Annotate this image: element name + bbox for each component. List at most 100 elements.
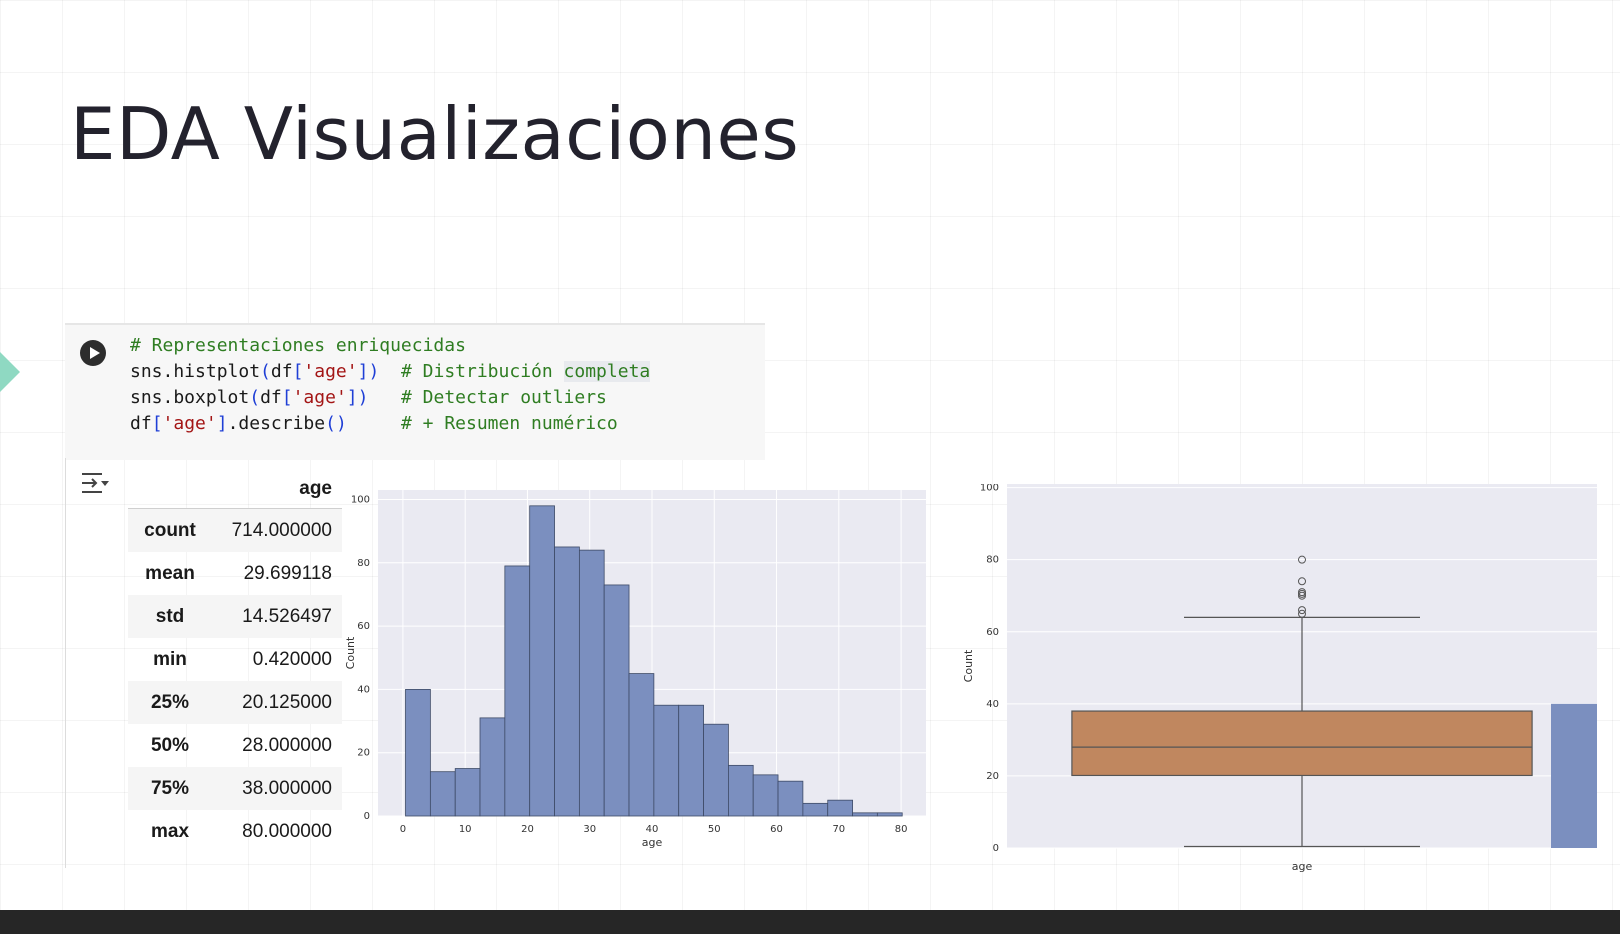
play-icon xyxy=(90,347,100,359)
code-token: 'age' xyxy=(303,361,358,382)
x-axis-label: age xyxy=(642,836,663,849)
code-line: df['age'].describe() # + Resumen numéric… xyxy=(130,411,650,437)
histogram-bar xyxy=(603,584,630,817)
code-token: # Representaciones enriquecidas xyxy=(130,335,466,356)
histogram-bar xyxy=(653,704,680,817)
histogram-bar xyxy=(678,704,704,817)
code-token: sns.boxplot xyxy=(130,387,250,408)
row-header-max: max xyxy=(150,820,190,842)
table-cell-value: 80.000000 xyxy=(242,820,332,842)
table-cell-value: 14.526497 xyxy=(212,595,342,638)
histogram-bar xyxy=(703,723,729,817)
outlier-point xyxy=(1298,577,1306,586)
histogram-bar xyxy=(802,802,829,817)
x-axis-label: age xyxy=(1292,860,1313,873)
histogram-bar xyxy=(777,780,804,817)
histogram-bar xyxy=(628,673,655,817)
code-token: completa xyxy=(563,361,651,382)
row-header-50pct: 50% xyxy=(150,734,190,756)
code-line: # Representaciones enriquecidas xyxy=(130,333,650,359)
y-axis-label: Count xyxy=(962,649,975,682)
table-cell-value: 28.000000 xyxy=(242,734,332,756)
code-editor[interactable]: # Representaciones enriquecidas sns.histp… xyxy=(130,333,651,437)
x-tick-label: 60 xyxy=(770,824,783,835)
y-tick-label: 100 xyxy=(980,484,999,494)
histogram-bar xyxy=(876,812,903,817)
x-tick-label: 30 xyxy=(583,824,596,835)
x-tick-label: 0 xyxy=(400,824,406,835)
y-tick-label: 60 xyxy=(357,621,370,632)
code-token: 'age' xyxy=(292,387,347,408)
table-row: std 14.526497 xyxy=(128,595,342,638)
y-tick-label: 80 xyxy=(986,555,999,566)
slide-title: EDA Visualizaciones xyxy=(70,92,800,176)
output-divider xyxy=(65,458,66,868)
output-toggle-icon[interactable] xyxy=(80,470,110,496)
table-row: count 714.000000 xyxy=(128,508,342,552)
y-tick-label: 60 xyxy=(986,627,999,638)
code-token: [ xyxy=(151,413,163,434)
outlier-point xyxy=(1298,588,1306,597)
outlier-point xyxy=(1298,606,1306,615)
y-tick-label: 40 xyxy=(357,684,370,695)
bottom-bar xyxy=(0,910,1620,934)
code-token: df xyxy=(260,387,282,408)
code-token: () xyxy=(325,413,347,434)
table-row: max 80.000000 xyxy=(128,810,342,853)
histogram-bar xyxy=(405,688,431,817)
code-token: [ xyxy=(292,361,304,382)
table-cell-value: 38.000000 xyxy=(212,767,342,810)
x-tick-label: 20 xyxy=(521,824,534,835)
histogram-bar xyxy=(504,565,531,817)
partial-histogram-bar xyxy=(1551,703,1597,848)
table-body: count 714.000000 mean 29.699118 std 14.526497… xyxy=(128,508,342,854)
table-corner xyxy=(128,472,212,509)
y-tick-label: 20 xyxy=(986,771,999,782)
histogram-bar xyxy=(554,546,580,817)
table-cell-value: 0.420000 xyxy=(252,648,332,670)
histogram-bar xyxy=(827,799,853,817)
outlier-point xyxy=(1298,555,1306,564)
y-tick-label: 0 xyxy=(364,811,370,822)
code-cell[interactable]: # Representaciones enriquecidas sns.histp… xyxy=(65,323,765,460)
iqr-box xyxy=(1071,710,1533,777)
code-token: ]) xyxy=(346,387,369,408)
y-tick-label: 20 xyxy=(357,748,370,759)
histogram-bar xyxy=(728,764,754,817)
code-token xyxy=(347,413,401,434)
code-token: # + Resumen numérico xyxy=(400,413,618,434)
accent-arrow-shape xyxy=(0,352,20,392)
run-cell-button[interactable] xyxy=(80,340,106,366)
outlier-point xyxy=(1298,609,1306,618)
table-cell-value: 714.000000 xyxy=(212,508,342,552)
histogram-chart: 0 10 20 30 40 50 60 70 80 0 20 40 60 80 100 age Count xyxy=(345,490,926,849)
code-token: ] xyxy=(216,413,228,434)
table-column-header: age xyxy=(212,472,342,509)
row-header-min: min xyxy=(153,648,187,670)
boxplot-chart: 0 20 40 60 80 100 age Count xyxy=(962,484,1597,873)
row-header-std: std xyxy=(128,595,212,638)
table-row: 50% 28.000000 xyxy=(128,724,342,767)
histogram-bar xyxy=(479,717,506,817)
y-tick-label: 0 xyxy=(993,843,999,854)
code-token: .describe xyxy=(227,413,326,434)
code-token: # Distribución xyxy=(400,361,564,382)
histogram-bar xyxy=(852,812,878,817)
describe-table: age count 714.000000 mean 29.699118 std 14.52… xyxy=(128,472,342,853)
x-tick-label: 40 xyxy=(646,824,659,835)
histogram-bar xyxy=(454,768,481,817)
x-tick-label: 80 xyxy=(895,824,908,835)
y-tick-label: 100 xyxy=(351,494,370,505)
code-token: ]) xyxy=(357,361,380,382)
x-tick-label: 50 xyxy=(708,824,721,835)
histogram-bar xyxy=(752,774,779,817)
code-token: df xyxy=(270,361,293,382)
code-token: 'age' xyxy=(162,413,217,434)
code-token: df xyxy=(130,413,152,434)
histogram-bar xyxy=(529,505,555,817)
code-token: [ xyxy=(281,387,293,408)
code-token: ( xyxy=(260,361,271,382)
x-tick-label: 70 xyxy=(832,824,845,835)
code-token: sns.histplot xyxy=(130,361,261,382)
table-cell-value: 29.699118 xyxy=(243,562,332,584)
